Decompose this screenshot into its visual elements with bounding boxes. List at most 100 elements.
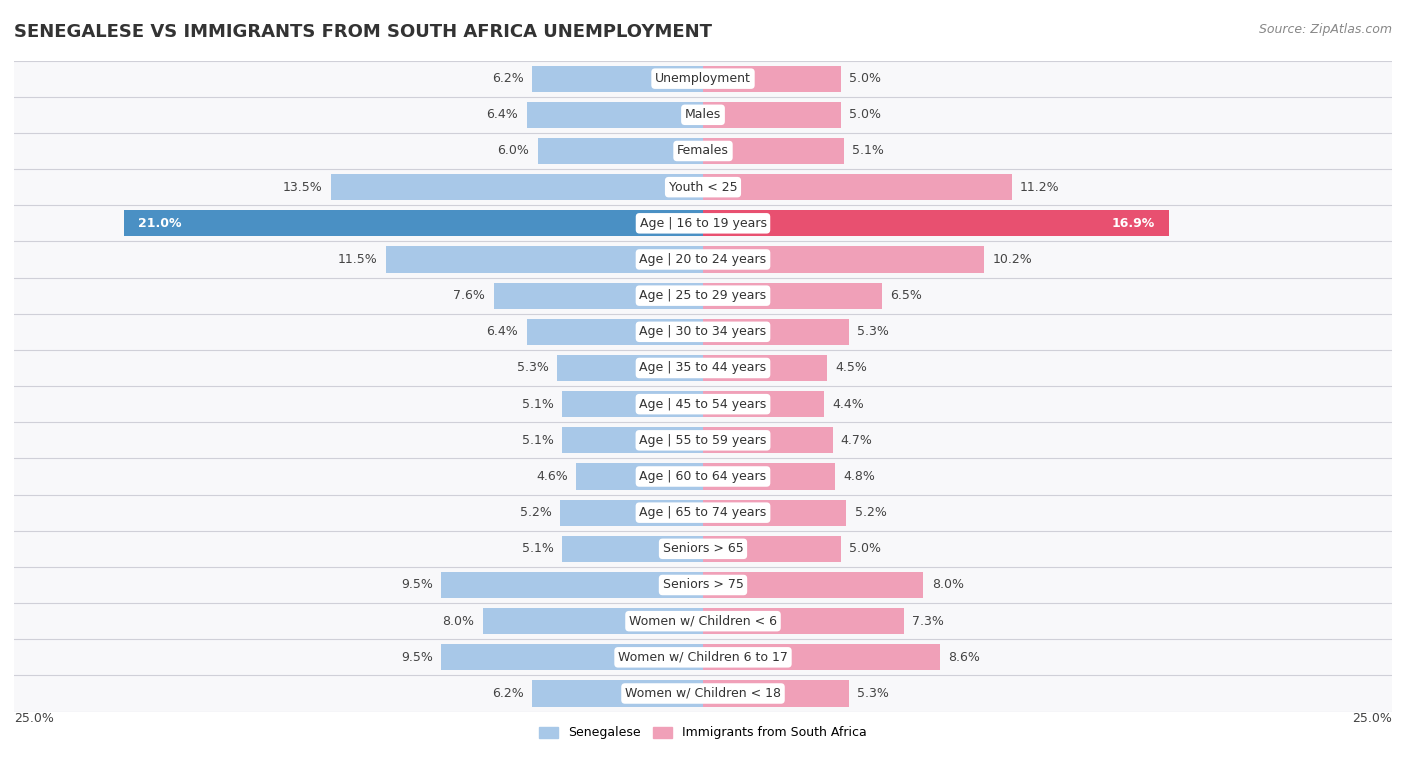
Bar (703, 536, 841, 562)
Text: 13.5%: 13.5% (283, 181, 323, 194)
Text: 7.3%: 7.3% (912, 615, 945, 628)
Text: Seniors > 75: Seniors > 75 (662, 578, 744, 591)
Bar (703, 210, 1168, 236)
Bar (14, 169, 1392, 205)
Text: Age | 55 to 59 years: Age | 55 to 59 years (640, 434, 766, 447)
Text: 5.1%: 5.1% (522, 542, 554, 556)
Bar (14, 278, 1392, 313)
Bar (124, 210, 703, 236)
Text: Age | 45 to 54 years: Age | 45 to 54 years (640, 397, 766, 410)
Text: 4.5%: 4.5% (835, 362, 868, 375)
Legend: Senegalese, Immigrants from South Africa: Senegalese, Immigrants from South Africa (534, 721, 872, 744)
Bar (14, 639, 1392, 675)
Text: Age | 65 to 74 years: Age | 65 to 74 years (640, 506, 766, 519)
Text: 6.2%: 6.2% (492, 72, 524, 85)
Text: 25.0%: 25.0% (14, 712, 53, 724)
Bar (14, 350, 1392, 386)
Bar (703, 282, 882, 309)
Text: Women w/ Children < 6: Women w/ Children < 6 (628, 615, 778, 628)
Bar (703, 427, 832, 453)
Text: 6.4%: 6.4% (486, 326, 519, 338)
Text: Age | 16 to 19 years: Age | 16 to 19 years (640, 217, 766, 230)
Text: Males: Males (685, 108, 721, 121)
Bar (14, 567, 1392, 603)
Text: 5.1%: 5.1% (522, 397, 554, 410)
Text: 5.2%: 5.2% (855, 506, 886, 519)
Bar (703, 681, 849, 706)
Bar (387, 247, 703, 273)
Bar (703, 500, 846, 525)
Bar (441, 644, 703, 671)
Bar (14, 205, 1392, 241)
Text: 6.5%: 6.5% (890, 289, 922, 302)
Text: SENEGALESE VS IMMIGRANTS FROM SOUTH AFRICA UNEMPLOYMENT: SENEGALESE VS IMMIGRANTS FROM SOUTH AFRI… (14, 23, 711, 41)
Bar (703, 572, 924, 598)
Bar (14, 313, 1392, 350)
Bar (531, 681, 703, 706)
Bar (703, 644, 941, 671)
Text: 25.0%: 25.0% (1353, 712, 1392, 724)
Text: 10.2%: 10.2% (993, 253, 1032, 266)
Text: 5.3%: 5.3% (858, 326, 889, 338)
Bar (14, 241, 1392, 278)
Bar (14, 422, 1392, 459)
Bar (703, 463, 835, 490)
Bar (14, 603, 1392, 639)
Text: Youth < 25: Youth < 25 (669, 181, 737, 194)
Text: 5.1%: 5.1% (852, 145, 884, 157)
Text: Age | 35 to 44 years: Age | 35 to 44 years (640, 362, 766, 375)
Bar (494, 282, 703, 309)
Bar (441, 572, 703, 598)
Bar (703, 101, 841, 128)
Text: 6.4%: 6.4% (486, 108, 519, 121)
Bar (703, 138, 844, 164)
Text: Age | 60 to 64 years: Age | 60 to 64 years (640, 470, 766, 483)
Text: 5.2%: 5.2% (520, 506, 551, 519)
Text: 8.0%: 8.0% (932, 578, 963, 591)
Bar (527, 101, 703, 128)
Bar (703, 66, 841, 92)
Text: 5.0%: 5.0% (849, 542, 882, 556)
Bar (14, 133, 1392, 169)
Bar (562, 391, 703, 417)
Bar (531, 66, 703, 92)
Bar (14, 494, 1392, 531)
Text: 11.5%: 11.5% (337, 253, 378, 266)
Bar (14, 61, 1392, 97)
Text: 6.0%: 6.0% (498, 145, 530, 157)
Text: Age | 25 to 29 years: Age | 25 to 29 years (640, 289, 766, 302)
Bar (482, 608, 703, 634)
Text: 6.2%: 6.2% (492, 687, 524, 700)
Text: 11.2%: 11.2% (1019, 181, 1060, 194)
Bar (703, 391, 824, 417)
Bar (14, 459, 1392, 494)
Text: 4.4%: 4.4% (832, 397, 865, 410)
Text: 4.7%: 4.7% (841, 434, 873, 447)
Bar (562, 536, 703, 562)
Text: 9.5%: 9.5% (401, 578, 433, 591)
Bar (703, 319, 849, 345)
Bar (14, 386, 1392, 422)
Bar (527, 319, 703, 345)
Text: 9.5%: 9.5% (401, 651, 433, 664)
Text: 7.6%: 7.6% (453, 289, 485, 302)
Text: 4.8%: 4.8% (844, 470, 876, 483)
Bar (703, 174, 1012, 200)
Text: Age | 20 to 24 years: Age | 20 to 24 years (640, 253, 766, 266)
Text: 5.3%: 5.3% (858, 687, 889, 700)
Bar (330, 174, 703, 200)
Bar (703, 247, 984, 273)
Text: 5.3%: 5.3% (517, 362, 548, 375)
Text: 8.0%: 8.0% (443, 615, 474, 628)
Text: Unemployment: Unemployment (655, 72, 751, 85)
Bar (557, 355, 703, 381)
Text: 4.6%: 4.6% (536, 470, 568, 483)
Bar (537, 138, 703, 164)
Text: Women w/ Children < 18: Women w/ Children < 18 (626, 687, 780, 700)
Bar (14, 675, 1392, 712)
Bar (562, 427, 703, 453)
Text: Females: Females (678, 145, 728, 157)
Text: 21.0%: 21.0% (138, 217, 181, 230)
Text: 5.0%: 5.0% (849, 72, 882, 85)
Text: Seniors > 65: Seniors > 65 (662, 542, 744, 556)
